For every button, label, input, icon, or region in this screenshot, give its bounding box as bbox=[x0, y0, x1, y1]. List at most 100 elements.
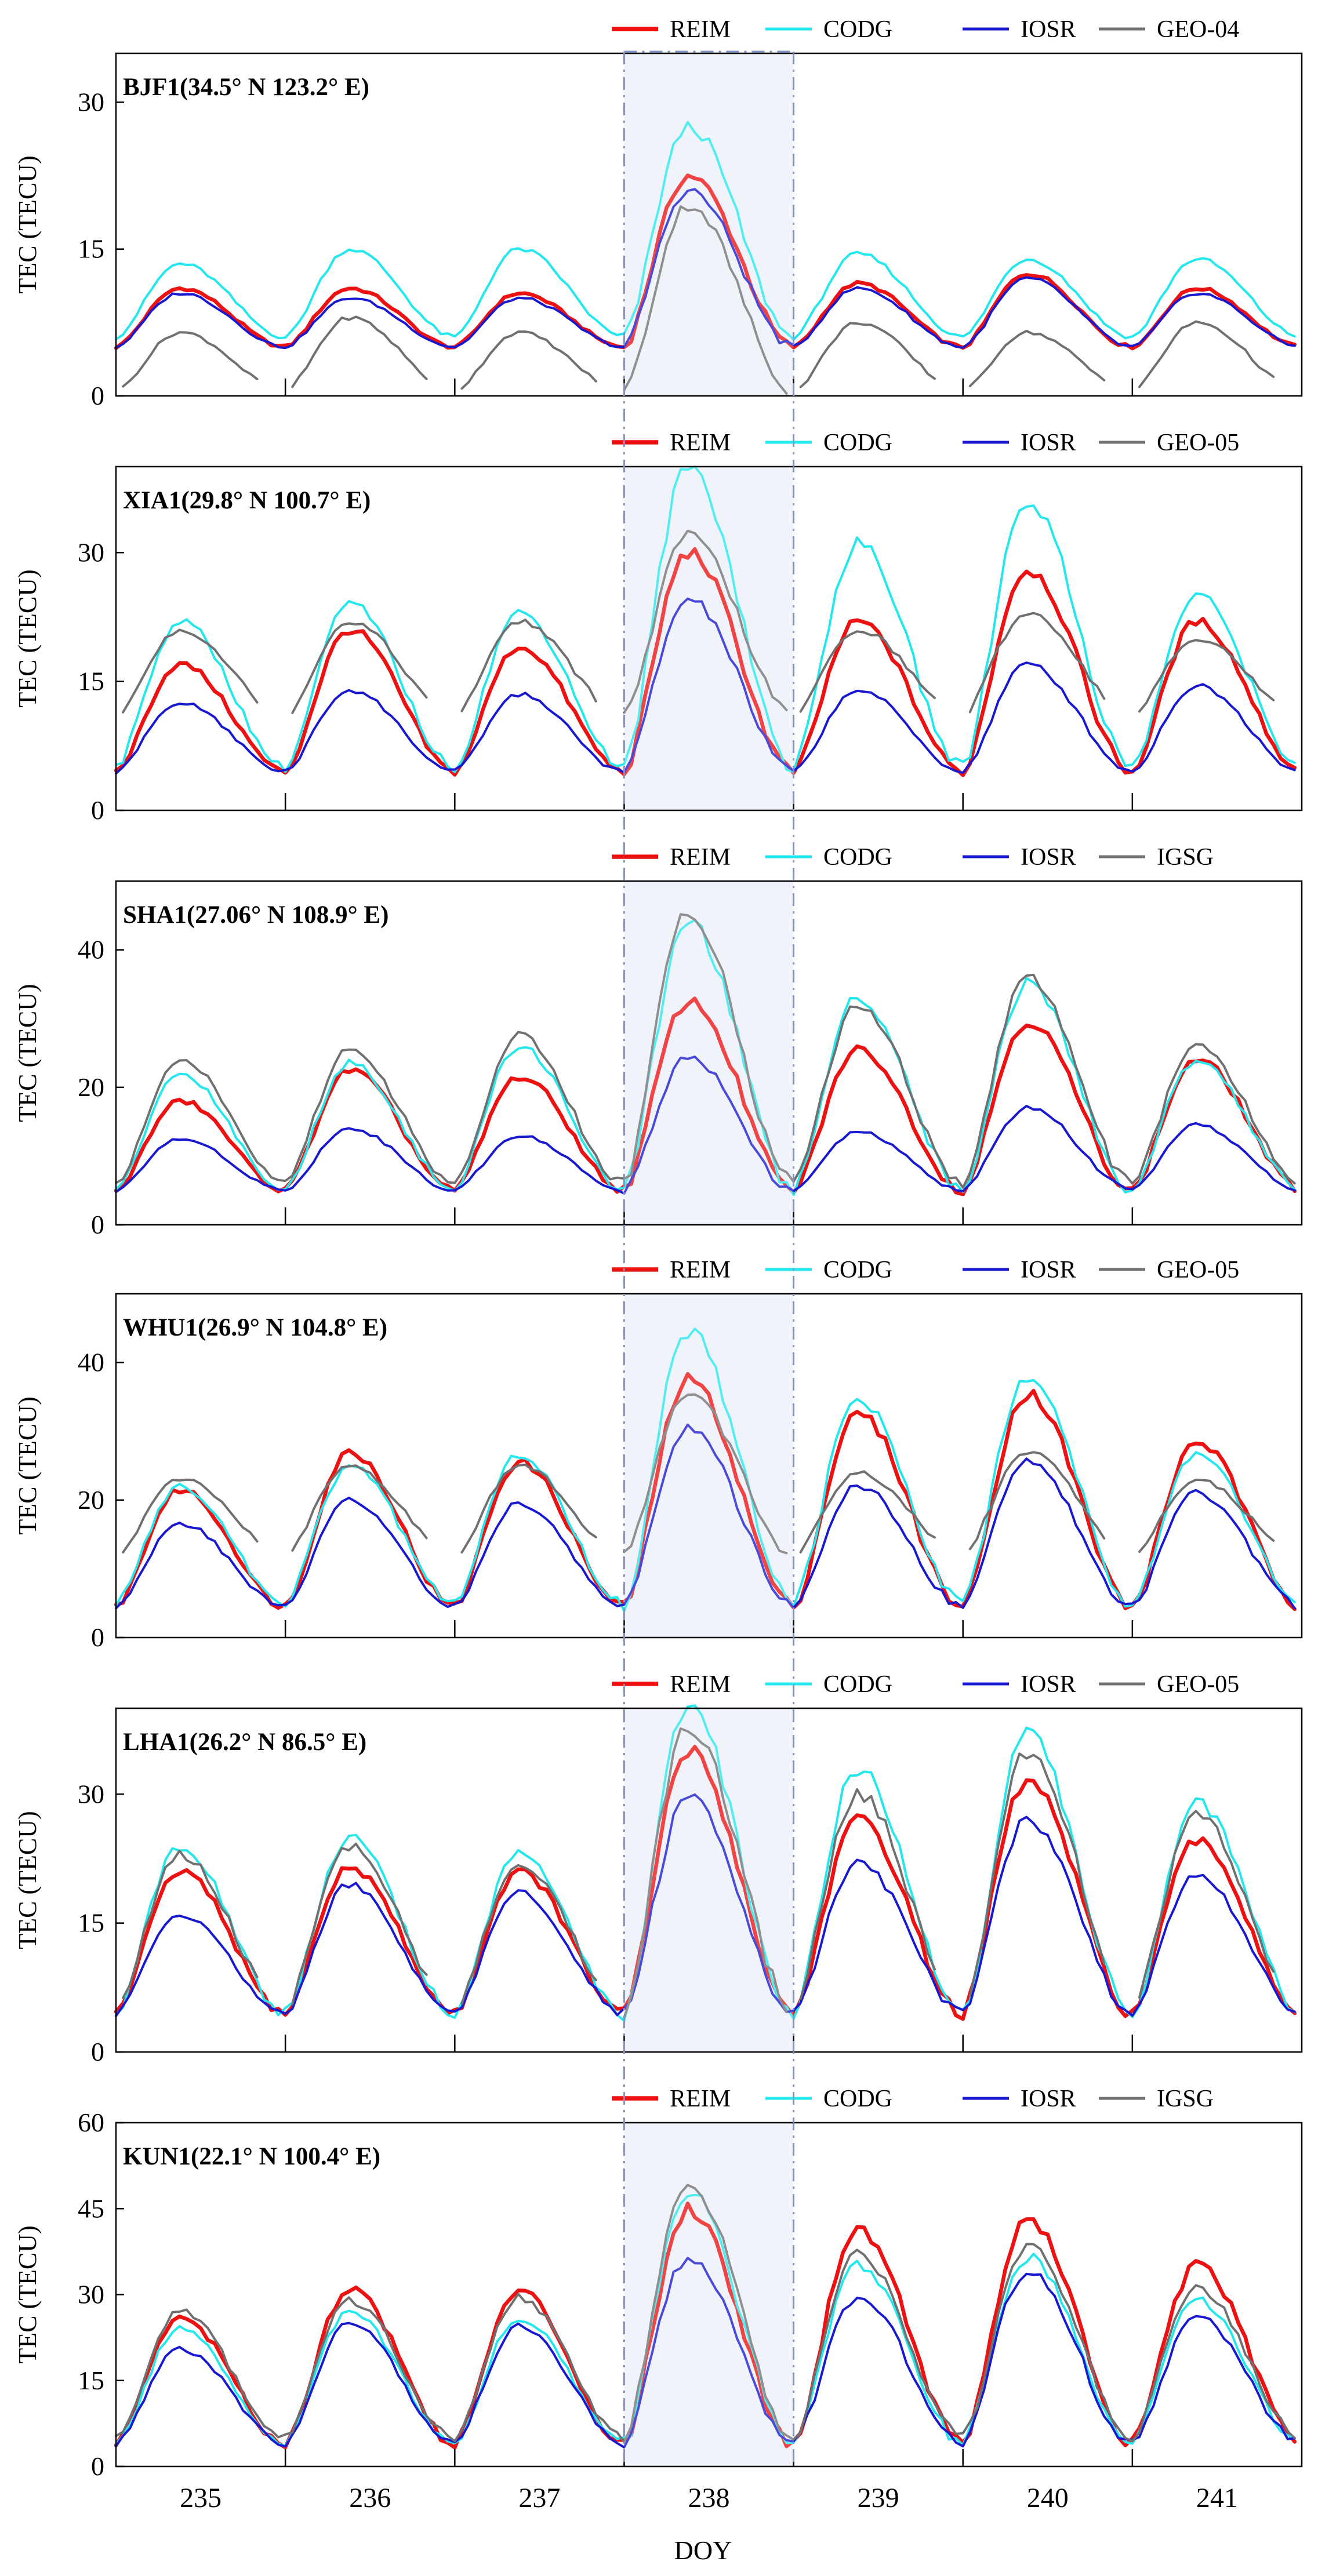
series-line-geo-05 bbox=[122, 1727, 1275, 2019]
legend-label-igsg: IGSG bbox=[1157, 844, 1214, 871]
station-label: XIA1(29.8° N 100.7° E) bbox=[123, 487, 371, 514]
y-tick-label: 0 bbox=[91, 795, 104, 825]
legend-label-iosr: IOSR bbox=[1021, 844, 1076, 871]
series-line-igsg bbox=[115, 913, 1296, 1189]
panel-3: 0 20 40 TEC (TECU) SHA1(27.06° N 108.9° E) RE… bbox=[13, 844, 1303, 1239]
legend-label-iosr: IOSR bbox=[1021, 2086, 1076, 2112]
x-tick-label: 237 bbox=[518, 2483, 560, 2513]
y-tick-label: 15 bbox=[78, 234, 104, 264]
x-tick-label: 238 bbox=[688, 2483, 730, 2513]
series-line-codg bbox=[115, 1327, 1296, 1613]
x-tick-label: 236 bbox=[349, 2483, 391, 2513]
y-tick-label: 20 bbox=[78, 1072, 104, 1102]
y-axis-label: TEC (TECU) bbox=[13, 984, 42, 1122]
plot-frame bbox=[115, 1293, 1303, 1639]
y-tick-label: 30 bbox=[78, 87, 104, 117]
series-line-reim bbox=[114, 547, 1297, 777]
series-line-iosr bbox=[115, 1056, 1296, 1195]
legend-label-iosr: IOSR bbox=[1021, 430, 1076, 456]
legend-label-reim: REIM bbox=[670, 844, 731, 871]
plot-frame bbox=[115, 1707, 1303, 2053]
legend-label-codg: CODG bbox=[823, 1671, 892, 1698]
highlight-band bbox=[624, 467, 794, 810]
y-axis-label: TEC (TECU) bbox=[13, 569, 42, 707]
highlight-veil bbox=[624, 53, 794, 396]
series-line-codg bbox=[115, 919, 1296, 1196]
legend-label-codg: CODG bbox=[823, 430, 892, 456]
highlight-veil bbox=[624, 467, 794, 810]
x-tick-label: 239 bbox=[858, 2483, 899, 2513]
y-tick-label: 45 bbox=[78, 2193, 104, 2223]
y-tick-label: 15 bbox=[78, 1908, 104, 1938]
panel-2: 0 15 30 TEC (TECU) XIA1(29.8° N 100.7° E) REI… bbox=[13, 430, 1303, 825]
legend-label-codg: CODG bbox=[823, 1257, 892, 1283]
y-tick-label: 40 bbox=[78, 1348, 104, 1377]
legend-label-iosr: IOSR bbox=[1021, 1257, 1076, 1283]
legend-label-reim: REIM bbox=[670, 1671, 731, 1698]
highlight-veil bbox=[624, 881, 794, 1225]
x-tick-label: 235 bbox=[180, 2483, 222, 2513]
legend-label-codg: CODG bbox=[823, 16, 892, 43]
legend-label-codg: CODG bbox=[823, 2086, 892, 2112]
y-tick-label: 0 bbox=[91, 2037, 104, 2066]
series-line-geo-04 bbox=[122, 205, 1275, 395]
legend-label-reim: REIM bbox=[670, 16, 731, 43]
y-tick-label: 15 bbox=[78, 667, 104, 696]
x-tick-label: 240 bbox=[1027, 2483, 1069, 2513]
legend-label-geo-05: GEO-05 bbox=[1157, 430, 1239, 456]
series-line-iosr bbox=[115, 597, 1296, 775]
legend-label-geo-05: GEO-05 bbox=[1157, 1671, 1239, 1698]
legend-label-codg: CODG bbox=[823, 844, 892, 871]
station-label: KUN1(22.1° N 100.4° E) bbox=[123, 2143, 380, 2170]
y-tick-label: 40 bbox=[78, 935, 104, 965]
legend-label-geo-05: GEO-05 bbox=[1157, 1257, 1239, 1283]
y-tick-label: 0 bbox=[91, 381, 104, 410]
series-line-iosr bbox=[115, 1793, 1296, 2017]
legend-label-igsg: IGSG bbox=[1157, 2086, 1214, 2112]
y-tick-label: 15 bbox=[78, 2366, 104, 2395]
y-axis-label: TEC (TECU) bbox=[13, 2225, 42, 2363]
y-tick-label: 60 bbox=[78, 2108, 104, 2137]
station-label: WHU1(26.9° N 104.8° E) bbox=[123, 1314, 387, 1341]
series-line-geo-05 bbox=[122, 1393, 1275, 1555]
series-line-codg bbox=[115, 465, 1296, 773]
series-line-igsg bbox=[115, 2184, 1296, 2443]
series-line-iosr bbox=[115, 2257, 1296, 2449]
series-line-codg bbox=[115, 121, 1296, 341]
y-tick-label: 20 bbox=[78, 1485, 104, 1515]
y-tick-label: 30 bbox=[78, 1779, 104, 1809]
y-tick-label: 0 bbox=[91, 2451, 104, 2481]
panel-1: 0 15 30 TEC (TECU) BJF1(34.5° N 123.2° E) REI… bbox=[13, 16, 1303, 410]
plot-frame bbox=[115, 465, 1303, 812]
highlight-veil bbox=[624, 1708, 794, 2052]
legend-label-iosr: IOSR bbox=[1021, 16, 1076, 43]
plot-frame bbox=[115, 52, 1303, 397]
y-tick-label: 0 bbox=[91, 1210, 104, 1239]
station-label: LHA1(26.2° N 86.5° E) bbox=[123, 1729, 366, 1756]
y-tick-label: 30 bbox=[78, 2280, 104, 2309]
series-line-reim bbox=[114, 996, 1297, 1196]
highlight-veil bbox=[624, 2123, 794, 2466]
y-axis-label: TEC (TECU) bbox=[13, 155, 42, 293]
legend-label-geo-04: GEO-04 bbox=[1157, 16, 1239, 43]
y-tick-label: 30 bbox=[78, 537, 104, 567]
y-tick-label: 0 bbox=[91, 1622, 104, 1652]
panel-5: 0 15 30 TEC (TECU) LHA1(26.2° N 86.5° E) REIM… bbox=[13, 1671, 1303, 2066]
station-label: SHA1(27.06° N 108.9° E) bbox=[123, 901, 388, 929]
y-axis-label: TEC (TECU) bbox=[13, 1396, 42, 1534]
legend-label-reim: REIM bbox=[670, 430, 731, 456]
legend-label-reim: REIM bbox=[670, 1257, 731, 1283]
x-tick-label: 241 bbox=[1196, 2483, 1238, 2513]
legend-label-iosr: IOSR bbox=[1021, 1671, 1076, 1698]
panel-4: 0 20 40 TEC (TECU) WHU1(26.9° N 104.8° E) REI… bbox=[13, 1257, 1303, 1652]
series-line-iosr bbox=[115, 188, 1296, 350]
legend-label-reim: REIM bbox=[670, 2086, 731, 2112]
y-axis-label: TEC (TECU) bbox=[13, 1811, 42, 1949]
station-label: BJF1(34.5° N 123.2° E) bbox=[123, 74, 369, 101]
plot-frame bbox=[115, 880, 1303, 1226]
highlight-veil bbox=[624, 1294, 794, 1638]
x-axis-label: DOY bbox=[674, 2535, 732, 2565]
panel-6: 0 15 30 45 60 TEC (TECU) KUN1(22.1° N 100.4° E… bbox=[13, 2086, 1303, 2481]
series-line-geo-05 bbox=[122, 529, 1275, 714]
